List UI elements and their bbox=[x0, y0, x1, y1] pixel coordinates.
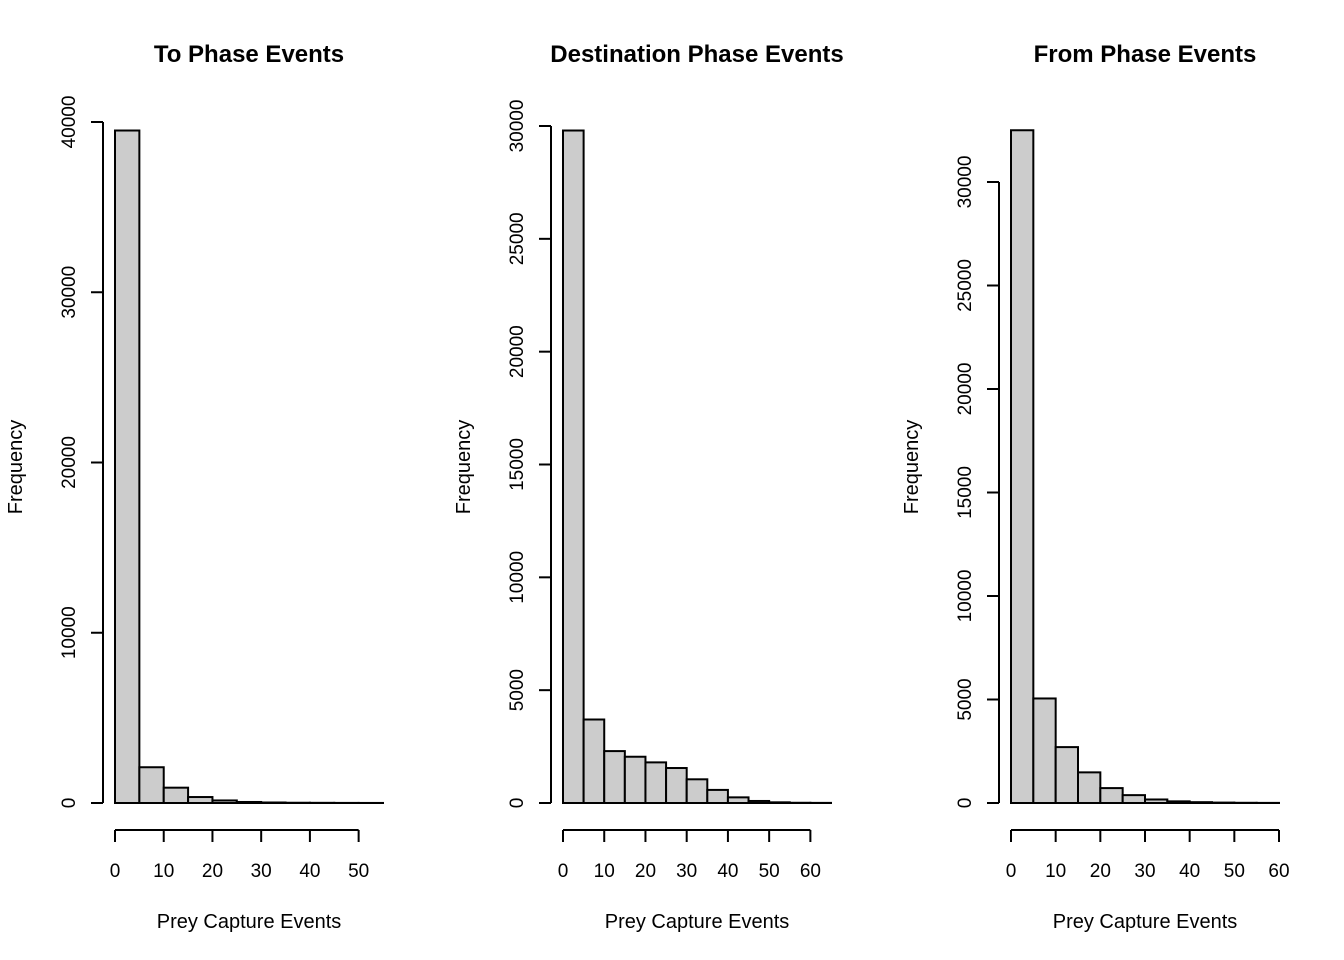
bars-group bbox=[1010, 129, 1280, 805]
panel-to-phase: To Phase Events Prey Capture Events Freq… bbox=[5, 41, 384, 933]
axes-group: 0 10 20 30 40 50 0 10000 20000 30000 40000 bbox=[59, 96, 369, 882]
x-tick-label: 40 bbox=[1179, 861, 1200, 882]
histogram-bar bbox=[1099, 787, 1124, 805]
x-tick-label: 10 bbox=[1045, 861, 1066, 882]
y-tick-label: 20000 bbox=[507, 325, 528, 378]
histogram-bar bbox=[1166, 800, 1191, 804]
y-tick-label: 30000 bbox=[59, 266, 80, 319]
y-tick-label: 10000 bbox=[59, 606, 80, 659]
y-tick-label: 0 bbox=[955, 798, 976, 809]
histogram-bar bbox=[114, 129, 141, 804]
histogram-bar bbox=[162, 786, 190, 804]
x-tick-label: 30 bbox=[1134, 861, 1155, 882]
histogram-bar bbox=[1054, 746, 1079, 804]
panel-title: To Phase Events bbox=[154, 41, 344, 68]
histogram-bar bbox=[187, 796, 214, 805]
histogram-bar bbox=[1121, 794, 1146, 804]
histogram-bar bbox=[1077, 771, 1102, 805]
axes-group: 0 10 20 30 40 50 60 0 5000 10000 15000 20000 25000 30… bbox=[507, 100, 821, 882]
y-tick-label: 20000 bbox=[955, 363, 976, 416]
histogram-bar bbox=[138, 766, 165, 804]
histogram-bar bbox=[211, 799, 238, 804]
y-tick-label: 5000 bbox=[507, 669, 528, 711]
x-tick-label: 20 bbox=[202, 861, 223, 882]
x-axis-label: Prey Capture Events bbox=[605, 911, 790, 933]
histogram-bar bbox=[235, 800, 263, 805]
panel-from-phase: From Phase Events Prey Capture Events Fr… bbox=[901, 41, 1290, 933]
y-tick-label: 30000 bbox=[955, 156, 976, 209]
y-tick-label: 25000 bbox=[955, 259, 976, 312]
x-tick-label: 20 bbox=[1090, 861, 1111, 882]
histogram-bar bbox=[665, 767, 688, 804]
y-tick-label: 15000 bbox=[955, 466, 976, 519]
x-tick-label: 30 bbox=[676, 861, 697, 882]
histogram-bar bbox=[726, 796, 750, 805]
y-tick-label: 25000 bbox=[507, 212, 528, 265]
histogram-bar bbox=[706, 788, 729, 804]
bars-group bbox=[562, 129, 833, 805]
y-tick-label: 10000 bbox=[955, 570, 976, 623]
x-axis-label: Prey Capture Events bbox=[157, 911, 342, 933]
y-tick-label: 15000 bbox=[507, 438, 528, 491]
x-tick-label: 60 bbox=[800, 861, 821, 882]
histogram-bar bbox=[768, 801, 791, 804]
x-tick-label: 40 bbox=[299, 861, 320, 882]
x-tick-label: 50 bbox=[759, 861, 780, 882]
histogram-bar bbox=[603, 750, 626, 805]
y-axis-label: Frequency bbox=[901, 420, 923, 515]
y-tick-label: 40000 bbox=[59, 96, 80, 149]
histogram-bar bbox=[623, 755, 647, 805]
x-tick-label: 10 bbox=[594, 861, 615, 882]
x-tick-label: 40 bbox=[717, 861, 738, 882]
x-tick-label: 20 bbox=[635, 861, 656, 882]
x-tick-label: 10 bbox=[153, 861, 174, 882]
y-tick-label: 5000 bbox=[955, 678, 976, 720]
panel-destination-phase: Destination Phase Events Prey Capture Ev… bbox=[453, 41, 844, 933]
y-tick-label: 0 bbox=[59, 798, 80, 809]
x-tick-label: 0 bbox=[1006, 861, 1017, 882]
histogram-bar bbox=[1188, 801, 1213, 804]
histogram-bar bbox=[1032, 697, 1057, 805]
histogram-bar bbox=[1010, 129, 1035, 804]
histogram-bar bbox=[582, 718, 606, 805]
histogram-bar bbox=[1144, 798, 1169, 805]
x-tick-label: 50 bbox=[1224, 861, 1245, 882]
y-axis-label: Frequency bbox=[5, 420, 27, 515]
x-tick-label: 0 bbox=[558, 861, 569, 882]
bars-group bbox=[114, 129, 384, 805]
x-tick-label: 0 bbox=[110, 861, 121, 882]
panel-title: Destination Phase Events bbox=[550, 41, 843, 68]
x-axis-label: Prey Capture Events bbox=[1053, 911, 1238, 933]
histogram-bar bbox=[685, 778, 709, 804]
panel-title: From Phase Events bbox=[1034, 41, 1257, 68]
y-tick-label: 0 bbox=[507, 798, 528, 809]
y-axis-label: Frequency bbox=[453, 420, 475, 515]
x-tick-label: 60 bbox=[1268, 861, 1289, 882]
histogram-bar bbox=[260, 801, 287, 805]
y-tick-label: 30000 bbox=[507, 100, 528, 153]
histogram-bar bbox=[562, 129, 585, 805]
y-tick-label: 20000 bbox=[59, 436, 80, 489]
histogram-bar bbox=[747, 799, 771, 804]
y-tick-label: 10000 bbox=[507, 551, 528, 604]
x-tick-label: 50 bbox=[348, 861, 369, 882]
axes-group: 0 10 20 30 40 50 60 0 5000 10000 15000 20000 25000 30… bbox=[955, 156, 1290, 882]
histogram-bar bbox=[644, 761, 668, 805]
x-tick-label: 30 bbox=[251, 861, 272, 882]
